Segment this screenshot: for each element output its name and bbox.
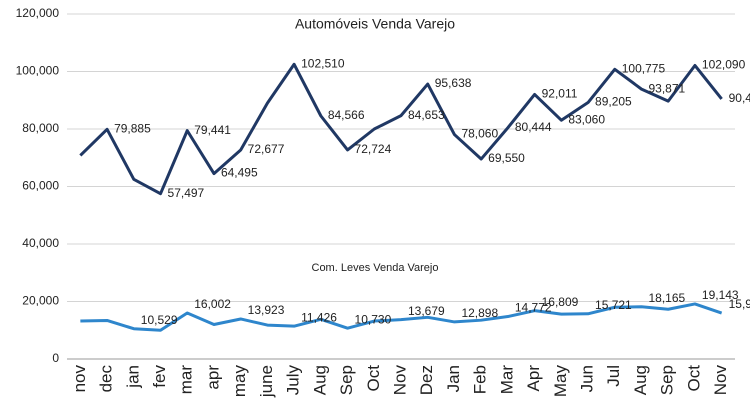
series-title: Automóveis Venda Varejo — [295, 16, 455, 32]
x-tick-label: Aug — [310, 365, 329, 395]
data-label: 72,724 — [355, 142, 392, 156]
data-label: 102,510 — [301, 56, 345, 70]
data-label: 64,495 — [221, 166, 258, 180]
x-tick-label: nov — [70, 365, 89, 393]
x-tick-label: may — [230, 365, 249, 398]
data-label: 79,441 — [194, 123, 231, 137]
x-tick-label: Apr — [524, 365, 543, 392]
y-tick-label: 0 — [52, 351, 59, 365]
x-tick-label: mar — [177, 365, 196, 395]
x-tick-label: Nov — [711, 365, 730, 396]
series-title: Com. Leves Venda Varejo — [312, 262, 439, 274]
data-label: 79,885 — [114, 122, 151, 136]
data-label: 15,721 — [595, 298, 632, 312]
x-tick-label: Jan — [444, 365, 463, 392]
y-tick-label: 40,000 — [22, 236, 59, 250]
data-label: 84,653 — [408, 108, 445, 122]
x-tick-label: Jun — [578, 365, 597, 392]
data-label: 13,923 — [248, 303, 285, 317]
x-tick-label: jan — [123, 365, 142, 389]
data-label: 84,566 — [328, 108, 365, 122]
data-label: 95,638 — [435, 76, 472, 90]
x-tick-label: june — [257, 365, 276, 398]
data-label: 80,444 — [515, 120, 552, 134]
series-line — [79, 62, 723, 196]
data-label: 10,529 — [141, 313, 178, 327]
x-tick-label: Aug — [631, 365, 650, 395]
data-label: 14,772 — [515, 301, 552, 315]
x-tick-label: fev — [150, 365, 169, 388]
y-tick-label: 20,000 — [22, 294, 59, 308]
data-label: 16,809 — [542, 295, 579, 309]
data-label: 57,497 — [168, 186, 205, 200]
x-tick-label: Sep — [337, 365, 356, 395]
data-label: 100,775 — [622, 61, 666, 75]
y-tick-label: 100,000 — [16, 64, 60, 78]
x-tick-label: Feb — [471, 365, 490, 394]
x-tick-label: Jul — [604, 365, 623, 387]
data-label: 15,994 — [729, 297, 750, 311]
x-tick-label: Oct — [684, 365, 703, 392]
data-label: 90,472 — [729, 91, 750, 105]
x-tick-label: May — [551, 365, 570, 398]
x-tick-label: Nov — [390, 365, 409, 396]
data-label: 69,550 — [488, 151, 525, 165]
y-tick-label: 60,000 — [22, 179, 59, 193]
data-label: 92,011 — [542, 87, 578, 101]
y-tick-label: 80,000 — [22, 121, 59, 135]
x-tick-label: Sep — [658, 365, 677, 395]
x-tick-label: Dez — [417, 365, 436, 395]
data-label: 13,679 — [408, 304, 445, 318]
series-line — [80, 302, 723, 332]
data-label: 89,205 — [595, 95, 632, 109]
data-label: 93,871 — [648, 81, 685, 95]
x-tick-label: July — [284, 365, 303, 396]
data-label: 16,002 — [194, 297, 231, 311]
data-label: 18,165 — [648, 291, 685, 305]
x-tick-label: dec — [97, 365, 116, 393]
x-tick-label: Mar — [497, 365, 516, 395]
y-tick-label: 120,000 — [16, 6, 60, 20]
data-label: 10,730 — [355, 312, 392, 326]
data-label: 12,898 — [461, 306, 498, 320]
data-label: 11,426 — [301, 310, 337, 324]
data-label: 102,090 — [702, 58, 746, 72]
data-label: 72,677 — [248, 142, 285, 156]
x-tick-label: Oct — [364, 365, 383, 392]
x-tick-label: apr — [203, 365, 222, 390]
data-label: 19,143 — [702, 288, 739, 302]
data-label: 83,060 — [568, 112, 605, 126]
data-label: 78,060 — [461, 127, 498, 141]
